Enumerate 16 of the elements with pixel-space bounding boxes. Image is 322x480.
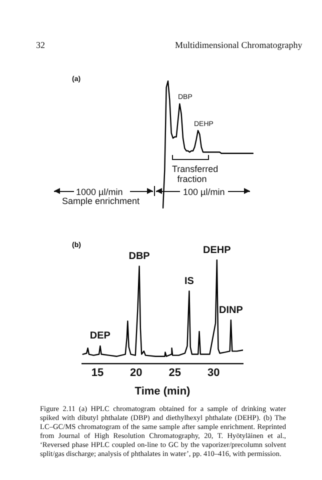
text: 1000 µl/min [76, 187, 123, 197]
x-tick-label: 30 [207, 367, 220, 380]
x-axis-title: Time (min) [134, 385, 191, 398]
annotation: 100 µl/min [183, 187, 225, 197]
x-tick-label: 25 [168, 367, 182, 380]
x-tick-label: 20 [130, 367, 142, 380]
text: Multidimensional Chromatography [175, 40, 302, 50]
annotation: IS [184, 276, 194, 287]
text: Sample enrichment [62, 196, 140, 206]
annotation: Transferred fraction [172, 164, 218, 184]
annotation: DINP [218, 304, 244, 316]
annotation: DEP [90, 330, 111, 342]
annotation: DBP [128, 250, 150, 262]
x-tick-label: 15 [91, 367, 104, 380]
text: 32 [36, 40, 45, 50]
annotation: DEHP [203, 244, 232, 256]
